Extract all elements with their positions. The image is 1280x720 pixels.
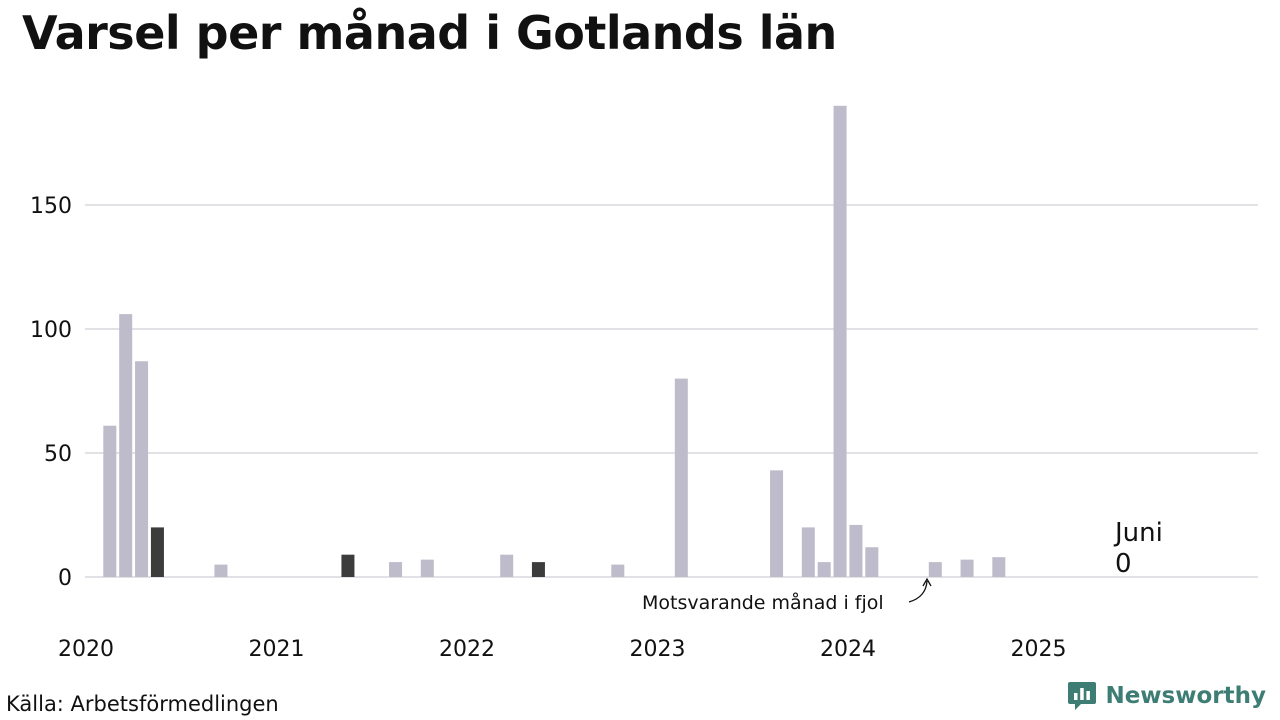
bar <box>611 564 625 577</box>
x-tick-label: 2024 <box>820 637 876 662</box>
bar-chart: 0 50 100 150 2020 2021 2022 2023 2024 2025 Motsva… <box>30 105 1258 662</box>
x-tick-label: 2022 <box>439 637 495 662</box>
bar-layer <box>103 105 1006 578</box>
x-tick-label: 2025 <box>1011 637 1067 662</box>
brand-name: Newsworthy <box>1105 683 1266 709</box>
newsworthy-logo-icon <box>1068 682 1097 710</box>
bar <box>992 557 1006 577</box>
annotation-label: Motsvarande månad i fjol <box>642 591 884 614</box>
bar <box>119 314 133 577</box>
annotation-arrow <box>908 580 928 603</box>
y-tick-label: 50 <box>44 442 72 467</box>
brand[interactable]: Newsworthy <box>1067 680 1266 712</box>
y-tick-label: 100 <box>30 318 72 343</box>
x-tick-label: 2023 <box>630 637 686 662</box>
bar <box>214 564 228 577</box>
label-layer: 0 50 100 150 2020 2021 2022 2023 2024 2025 <box>30 194 1067 662</box>
bar <box>500 554 514 577</box>
bar <box>960 559 974 577</box>
bar-highlight <box>531 562 545 577</box>
bar <box>801 527 815 577</box>
chart-title: Varsel per månad i Gotlands län <box>22 6 837 60</box>
bar-highlight <box>150 527 164 577</box>
y-tick-label: 0 <box>58 566 72 591</box>
grid-layer <box>85 204 1258 578</box>
bar <box>833 105 847 578</box>
bar <box>817 562 831 577</box>
bar <box>849 524 863 577</box>
bar-highlight <box>341 554 355 577</box>
bar <box>389 562 403 577</box>
bar <box>770 470 784 577</box>
y-tick-label: 150 <box>30 194 72 219</box>
bar <box>674 378 688 577</box>
bar <box>420 559 434 577</box>
x-tick-label: 2021 <box>249 637 305 662</box>
last-value-label: 0 <box>1115 549 1132 579</box>
x-tick-label: 2020 <box>58 637 114 662</box>
bar <box>135 361 149 577</box>
annotation-arrowhead <box>922 577 932 587</box>
bar <box>928 562 942 577</box>
source-note: Källa: Arbetsförmedlingen <box>6 692 279 716</box>
bar <box>865 547 879 577</box>
last-month-label: Juni <box>1113 518 1163 548</box>
bar <box>103 425 117 577</box>
